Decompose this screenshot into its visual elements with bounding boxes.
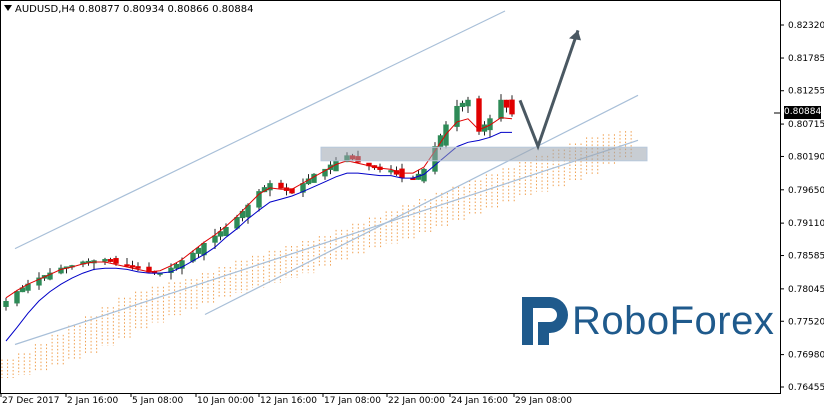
y-tick-label: 0.80715: [788, 120, 824, 130]
forecast-arrow-head-icon: [569, 30, 581, 41]
y-tick-label: 0.80190: [788, 152, 824, 162]
ohlc-quote: 0.80877 0.80934 0.80866 0.80884: [78, 4, 254, 15]
plot-frame: [0, 0, 781, 394]
current-price-label: 0.80884: [784, 106, 822, 119]
candle-body: [465, 99, 471, 107]
x-tick-label: 2 Jan 16:00: [67, 396, 119, 406]
candle-body: [168, 267, 174, 273]
x-tick-label: 29 Jan 08:00: [515, 396, 572, 406]
candle-body: [267, 183, 273, 191]
x-tick-label: 5 Jan 08:00: [132, 396, 184, 406]
chart-header: AUDUSD,H4 0.80877 0.80934 0.80866 0.8088…: [4, 4, 253, 15]
candle-body: [503, 99, 510, 108]
y-tick-label: 0.77520: [788, 317, 824, 327]
candle-body: [124, 264, 130, 267]
candle-body: [498, 99, 504, 119]
candle-body: [113, 258, 119, 264]
y-tick-label: 0.76980: [788, 351, 824, 361]
kijun-sen-line: [5, 131, 512, 342]
candle-body: [36, 277, 42, 286]
channel-lower-line[interactable]: [204, 94, 639, 316]
tenkan-sen-line: [5, 117, 513, 299]
symbol-label: AUDUSD,H4: [15, 4, 76, 15]
roboforex-logo-icon: [522, 297, 568, 345]
candle-body: [322, 168, 328, 177]
candle-body: [14, 291, 20, 304]
y-tick-label: 0.78585: [788, 252, 824, 262]
candle-body: [47, 272, 53, 280]
forecast-arrow-line[interactable]: [518, 29, 580, 151]
candle-body: [212, 235, 218, 243]
candle-body: [102, 259, 108, 262]
candle-body: [107, 259, 114, 262]
candle-body: [278, 182, 284, 189]
y-tick-label: 0.82320: [788, 21, 824, 31]
candle-body: [3, 301, 9, 307]
candle-body: [388, 170, 394, 173]
x-tick-label: 17 Jan 08:00: [324, 396, 381, 406]
y-tick-label: 0.76455: [788, 383, 824, 393]
logo-wordmark: RoboForex: [572, 299, 775, 343]
support-zone[interactable]: [320, 146, 648, 162]
candle-body: [487, 118, 493, 131]
channel-upper-line[interactable]: [14, 10, 506, 250]
candle-body: [223, 226, 229, 237]
candle-body: [135, 266, 141, 269]
x-tick-label: 12 Jan 16:00: [260, 396, 317, 406]
candle-body: [509, 99, 515, 115]
x-tick-label: 24 Jan 16:00: [451, 396, 508, 406]
candle-body: [476, 98, 482, 132]
x-tick-label: 27 Dec 2017: [2, 396, 60, 406]
y-tick-label: 0.78045: [788, 285, 824, 295]
x-tick-label: 22 Jan 00:00: [388, 396, 445, 406]
candle-body: [256, 191, 262, 208]
candle-body: [173, 263, 180, 269]
candle-body: [437, 135, 444, 148]
candle-body: [234, 217, 240, 229]
candle-body: [129, 265, 136, 268]
y-tick-label: 0.81785: [788, 54, 824, 64]
y-tick-label: 0.79650: [788, 186, 824, 196]
channel-bottom-line[interactable]: [14, 139, 639, 346]
dropdown-arrow-icon[interactable]: [4, 5, 12, 11]
candle-body: [195, 247, 202, 254]
x-tick-label: 10 Jan 00:00: [197, 396, 254, 406]
y-tick-label: 0.81255: [788, 87, 824, 97]
y-tick-label: 0.79110: [788, 219, 824, 229]
candle-body: [459, 102, 466, 107]
candle-body: [454, 105, 460, 127]
roboforex-logo: RoboForex: [520, 295, 774, 347]
candle-body: [179, 260, 185, 269]
candle-body: [217, 231, 224, 237]
candle-body: [19, 287, 26, 293]
